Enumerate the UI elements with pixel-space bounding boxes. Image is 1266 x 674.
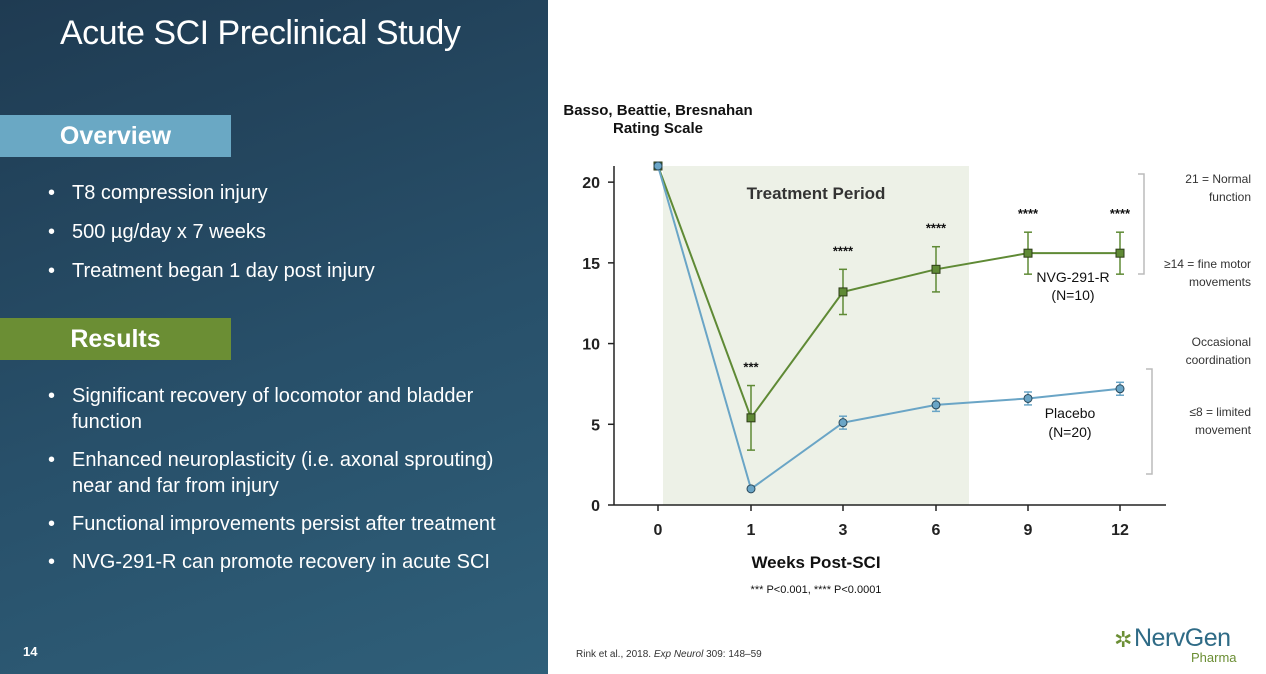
y-axis-label: Rating Scale bbox=[613, 120, 703, 137]
x-tick-label: 12 bbox=[1111, 522, 1129, 539]
y-axis-label: Basso, Beattie, Bresnahan bbox=[563, 102, 752, 119]
significance-label: *** bbox=[743, 360, 759, 375]
list-item: • Enhanced neuroplasticity (i.e. axonal s… bbox=[48, 449, 494, 497]
y-tick-label: 0 bbox=[591, 498, 600, 515]
results-heading: Results bbox=[0, 318, 231, 360]
significance-label: **** bbox=[1018, 206, 1039, 221]
page-title: Acute SCI Preclinical Study bbox=[60, 14, 461, 52]
data-point bbox=[1115, 248, 1125, 258]
annotation-text: function bbox=[1209, 190, 1251, 204]
significance-label: **** bbox=[1110, 206, 1131, 221]
annotation-text: Occasional bbox=[1192, 335, 1251, 349]
data-point bbox=[1023, 393, 1033, 403]
annotation-text: coordination bbox=[1186, 353, 1251, 367]
x-tick-label: 3 bbox=[839, 522, 848, 539]
x-tick-label: 6 bbox=[932, 522, 941, 539]
left-panel: Acute SCI Preclinical Study Overview • T8… bbox=[0, 0, 548, 674]
x-tick-label: 9 bbox=[1024, 522, 1033, 539]
series-line-NVG-291-R bbox=[657, 165, 1120, 420]
y-tick-label: 20 bbox=[582, 175, 600, 192]
annotation-text: ≤8 = limited bbox=[1189, 405, 1251, 419]
series-n-label: (N=10) bbox=[1051, 287, 1094, 303]
overview-list: • T8 compression injury • 500 µg/day x 7 w… bbox=[48, 180, 375, 297]
data-point bbox=[746, 413, 756, 423]
results-list: • Significant recovery of locomotor and b… bbox=[48, 383, 528, 587]
data-point bbox=[746, 484, 756, 494]
data-point bbox=[1115, 384, 1125, 394]
citation: Rink et al., 2018. Exp Neurol 309: 148–5… bbox=[576, 649, 762, 660]
x-tick-label: 0 bbox=[654, 522, 663, 539]
series-line-Placebo bbox=[657, 165, 1121, 491]
annotation-bracket bbox=[1146, 368, 1153, 475]
list-item: • Significant recovery of locomotor and b… bbox=[48, 385, 474, 433]
annotation-text: movements bbox=[1189, 275, 1251, 289]
x-axis-label: Weeks Post-SCI bbox=[751, 553, 880, 572]
data-point bbox=[931, 264, 941, 274]
annotation-text: ≥14 = fine motor bbox=[1164, 257, 1251, 271]
treatment-period-label: Treatment Period bbox=[747, 184, 886, 203]
series-label: Placebo bbox=[1045, 405, 1096, 421]
overview-heading: Overview bbox=[0, 115, 231, 157]
annotation-text: 21 = Normal bbox=[1185, 172, 1251, 186]
page-number: 14 bbox=[23, 644, 38, 659]
series-label: NVG-291-R bbox=[1036, 269, 1109, 285]
list-item: • Functional improvements persist after t… bbox=[48, 513, 496, 535]
significance-label: **** bbox=[833, 243, 854, 258]
nervgen-logo: ✲ NervGen Pharma bbox=[1114, 624, 1244, 666]
data-point bbox=[838, 418, 848, 428]
treatment-period-shade bbox=[663, 166, 969, 505]
list-item: • T8 compression injury bbox=[48, 182, 268, 204]
list-item: • NVG-291-R can promote recovery in acute… bbox=[48, 551, 490, 573]
list-item: • Treatment began 1 day post injury bbox=[48, 260, 375, 282]
significance-footnote: *** P<0.001, **** P<0.0001 bbox=[751, 584, 882, 596]
y-tick-label: 10 bbox=[582, 337, 600, 354]
bbb-chart: 0 5 10 15 20 0 1 3 6 9 12 21 = Normal function ≥14 =… bbox=[563, 102, 1252, 596]
annotation-bracket bbox=[1138, 173, 1145, 275]
y-tick-label: 15 bbox=[582, 256, 600, 273]
x-tick-label: 1 bbox=[747, 522, 756, 539]
annotation-text: movement bbox=[1195, 423, 1252, 437]
logo-sub: Pharma bbox=[1191, 650, 1237, 665]
y-tick-label: 5 bbox=[591, 417, 600, 434]
data-point bbox=[931, 400, 941, 410]
data-point bbox=[838, 287, 848, 297]
logo-star-icon: ✲ bbox=[1114, 627, 1133, 652]
logo-name: NervGen bbox=[1134, 624, 1231, 652]
significance-label: **** bbox=[926, 221, 947, 236]
series-n-label: (N=20) bbox=[1048, 424, 1091, 440]
data-point bbox=[653, 161, 663, 171]
list-item: • 500 µg/day x 7 weeks bbox=[48, 221, 266, 243]
data-point bbox=[1023, 248, 1033, 258]
